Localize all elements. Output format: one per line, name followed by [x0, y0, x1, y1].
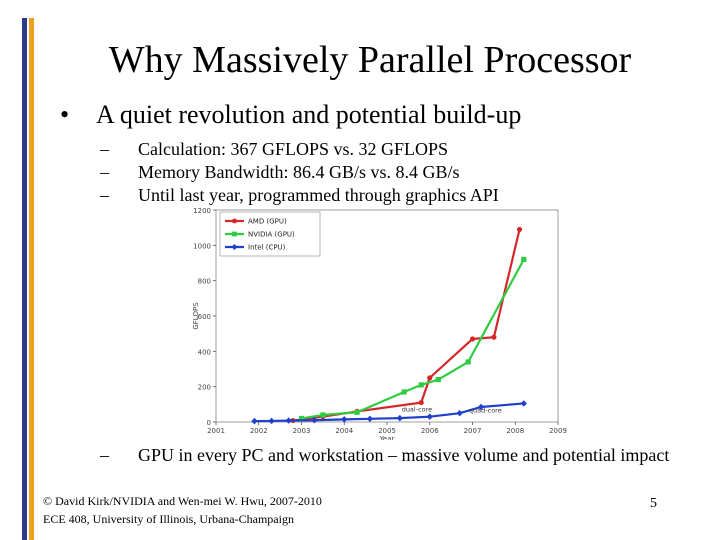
data-point [354, 409, 360, 415]
dash-marker: – [100, 185, 109, 205]
data-point [418, 399, 424, 406]
data-point [465, 359, 471, 365]
data-point [477, 403, 485, 411]
legend-marker [232, 218, 237, 224]
data-point [396, 414, 404, 422]
data-point [418, 382, 424, 388]
x-tick-label: 2007 [464, 427, 482, 435]
y-axis-label: GFLOPS [192, 302, 200, 330]
data-point [491, 334, 497, 340]
dash-marker: – [100, 445, 109, 465]
data-point [521, 256, 527, 263]
footer-line: ECE 408, University of Illinois, Urbana-… [43, 512, 294, 526]
legend-label: NVIDIA (GPU) [248, 231, 295, 239]
y-tick-label: 400 [198, 348, 211, 356]
accent-bar-gold [29, 18, 34, 540]
x-tick-label: 2005 [378, 427, 396, 435]
data-point [320, 412, 326, 418]
y-tick-label: 1000 [193, 242, 211, 250]
legend-marker [231, 244, 238, 250]
sub-bullet-text: Until last year, programmed through grap… [138, 185, 499, 205]
main-bullet-text: A quiet revolution and potential build-u… [96, 100, 522, 129]
y-tick-label: 1200 [193, 207, 211, 215]
footer-credits: © David Kirk/NVIDIA and Wen-mei W. Hwu, … [43, 492, 322, 528]
data-point [516, 226, 523, 233]
data-point [285, 417, 292, 424]
data-point [268, 417, 275, 425]
data-point [435, 377, 441, 383]
data-point [469, 336, 476, 342]
sub-bullet-last: – GPU in every PC and workstation – mass… [100, 445, 700, 465]
bullet-marker: • [60, 100, 70, 129]
chart-annotation: dual-core [402, 405, 432, 413]
x-tick-label: 2006 [421, 427, 439, 435]
data-point [401, 389, 407, 395]
dash-marker: – [100, 139, 109, 159]
accent-bar-blue [22, 18, 27, 540]
y-tick-label: 800 [198, 278, 211, 286]
sub-bullet-text: GPU in every PC and workstation – massiv… [138, 445, 670, 465]
data-point [341, 416, 348, 423]
x-tick-label: 2009 [549, 427, 567, 435]
sub-bullet-text: Memory Bandwidth: 86.4 GB/s vs. 8.4 GB/s [138, 162, 460, 182]
legend-label: AMD (GPU) [248, 218, 287, 226]
data-point [366, 415, 374, 423]
data-point [251, 417, 258, 425]
data-point [427, 375, 433, 381]
legend-label: Intel (CPU) [248, 244, 286, 252]
y-tick-label: 600 [198, 313, 211, 321]
sub-bullet: – Until last year, programmed through gra… [100, 184, 499, 206]
series-line [301, 258, 525, 420]
data-point [311, 417, 318, 424]
series-line [292, 229, 521, 422]
y-tick-label: 0 [207, 419, 211, 427]
x-tick-label: 2002 [250, 427, 268, 435]
sub-bullet-text: Calculation: 367 GFLOPS vs. 32 GFLOPS [138, 139, 449, 159]
data-point [298, 415, 305, 422]
slide-title: Why Massively Parallel Processor [108, 39, 632, 81]
legend-marker [232, 231, 237, 237]
chart-annotation: quad-core [469, 406, 502, 414]
y-tick-label: 200 [198, 384, 211, 392]
sub-bullet: – Memory Bandwidth: 86.4 GB/s vs. 8.4 GB/… [100, 161, 460, 183]
x-tick-label: 2001 [207, 427, 225, 435]
main-bullet: • A quiet revolution and potential build-… [60, 100, 521, 130]
data-point [456, 409, 463, 417]
x-tick-label: 2004 [335, 427, 353, 435]
footer-line: © David Kirk/NVIDIA and Wen-mei W. Hwu, … [43, 494, 322, 508]
dash-marker: – [100, 162, 109, 182]
gflops-chart: 0 200 400 600 800 1000 1200 2001 2002 2003 2004 200… [192, 207, 567, 440]
page-number: 5 [650, 496, 657, 511]
data-point [520, 400, 527, 407]
sub-bullet: – Calculation: 367 GFLOPS vs. 32 GFLOPS [100, 138, 448, 160]
x-tick-label: 2003 [293, 427, 311, 435]
data-point [426, 413, 433, 420]
x-tick-label: 2008 [506, 427, 524, 435]
x-axis-label: Year [379, 435, 395, 440]
